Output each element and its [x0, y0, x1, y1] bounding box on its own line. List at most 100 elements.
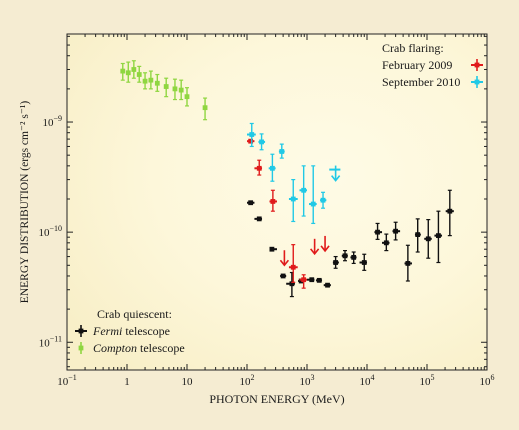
sep2010-marker [259, 139, 264, 145]
feb2009-marker [256, 165, 262, 171]
legend-feb2009-dot [474, 62, 480, 68]
x-tick-label-exponent: 3 [311, 373, 315, 382]
x-tick-label-base: 10 [240, 376, 252, 388]
x-tick-label-base: 10 [360, 376, 372, 388]
compton-point [163, 77, 169, 98]
fermi-point [424, 218, 432, 259]
x-tick-label: 106 [480, 373, 495, 388]
legend-fermi-rest: telescope [122, 324, 170, 338]
x-tick-label: 102 [240, 373, 255, 388]
fermi-marker [289, 281, 295, 287]
sep2010-marker [310, 201, 316, 207]
feb2009-marker [248, 138, 254, 144]
x-tick-label: 10−1 [57, 373, 77, 388]
x-tick-label-base: 10 [182, 376, 194, 388]
fermi-marker [425, 236, 431, 242]
compton-marker [136, 72, 142, 77]
series-compton [120, 60, 208, 121]
fermi-marker [405, 261, 411, 266]
feb2009-point [247, 138, 255, 144]
sep2010-point [329, 165, 341, 182]
sep2010-point [288, 179, 298, 223]
legend-flaring: Crab flaring: February 2009 September 20… [382, 41, 483, 89]
feb2009-marker [270, 199, 276, 204]
sep2010-point [320, 191, 327, 209]
legend-fermi-marker [75, 325, 87, 337]
feb2009-point [310, 238, 320, 256]
fermi-point [332, 255, 339, 269]
legend-fermi-italic: Fermi [92, 324, 122, 338]
series-fermi [247, 189, 454, 298]
x-tick-label-exponent: 2 [251, 373, 255, 382]
sep2010-point [278, 143, 285, 159]
fermi-marker [361, 260, 367, 265]
legend-sep2010-label: September 2010 [382, 75, 460, 89]
fermi-marker [375, 229, 380, 235]
x-tick-label-base: 1 [124, 376, 130, 388]
fermi-point [341, 249, 348, 262]
feb2009-point [254, 159, 263, 176]
legend-feb2009-label: February 2009 [382, 58, 452, 72]
fermi-point [323, 282, 331, 288]
legend-feb2009-marker [471, 59, 483, 71]
plot-area [67, 34, 487, 370]
legend-compton-label: Compton telescope [93, 341, 185, 355]
compton-point [178, 79, 184, 101]
fermi-marker [333, 260, 339, 265]
feb2009-point [288, 244, 298, 283]
sep2010-point [309, 165, 317, 225]
compton-marker [178, 87, 184, 93]
y-tick-label-base: 10 [42, 117, 54, 129]
fermi-point [392, 221, 401, 241]
fermi-marker [256, 216, 262, 222]
feb2009-point [279, 250, 290, 267]
x-tick-label: 10 [182, 376, 194, 388]
y-axis-label: ENERGY DISTRIBUTION (ergs cm⁻² s⁻¹) [19, 101, 31, 304]
fermi-marker [280, 273, 286, 279]
legend-compton-dot [78, 345, 84, 351]
x-tick-label-exponent: 4 [371, 373, 375, 382]
fermi-marker [325, 282, 330, 288]
fermi-point [434, 210, 443, 264]
x-tick-label-base: 10 [480, 376, 492, 388]
x-tick-label: 105 [420, 373, 435, 388]
series-sep2010 [247, 122, 341, 225]
compton-point [142, 72, 148, 90]
sep2010-marker [249, 132, 255, 137]
y-tick-label: 10−9 [42, 114, 62, 129]
fermi-point [247, 200, 255, 206]
y-tick-label-base: 10 [39, 337, 51, 349]
compton-marker [154, 80, 160, 86]
x-axis-label: PHOTON ENERGY (MeV) [209, 392, 344, 406]
legend-flaring-title: Crab flaring: [382, 41, 444, 55]
sep2010-marker [320, 197, 326, 203]
sep2010-point [299, 165, 307, 217]
sep2010-point [258, 133, 266, 151]
fermi-marker [436, 233, 441, 239]
fermi-point [445, 189, 454, 237]
data-marks [120, 60, 454, 298]
fermi-marker [383, 240, 389, 246]
x-tick-label: 103 [300, 373, 315, 388]
fermi-marker [298, 278, 304, 284]
fermi-point [374, 222, 383, 240]
legend-fermi-label: Fermi telescope [92, 324, 170, 338]
series-feb2009 [247, 138, 330, 289]
fermi-marker [447, 208, 453, 214]
fermi-marker [309, 277, 315, 283]
feb2009-upper-limit-arrow [279, 259, 290, 267]
fermi-point [382, 233, 390, 252]
legend-quiescent-title: Crab quiescent: [97, 307, 172, 321]
x-tick-label-exponent: 6 [491, 373, 495, 382]
feb2009-point [320, 235, 330, 253]
x-tick-label-exponent: 5 [431, 373, 435, 382]
x-tick-label-base: 10 [420, 376, 432, 388]
feb2009-upper-limit-arrow [320, 245, 330, 253]
feb2009-upper-limit-arrow [310, 248, 320, 256]
legend-sep2010-dot [474, 79, 480, 85]
x-tick-label-base: 10 [57, 376, 69, 388]
fermi-marker [248, 200, 254, 206]
compton-marker [172, 86, 178, 92]
y-tick-label-exponent: −9 [53, 114, 62, 123]
